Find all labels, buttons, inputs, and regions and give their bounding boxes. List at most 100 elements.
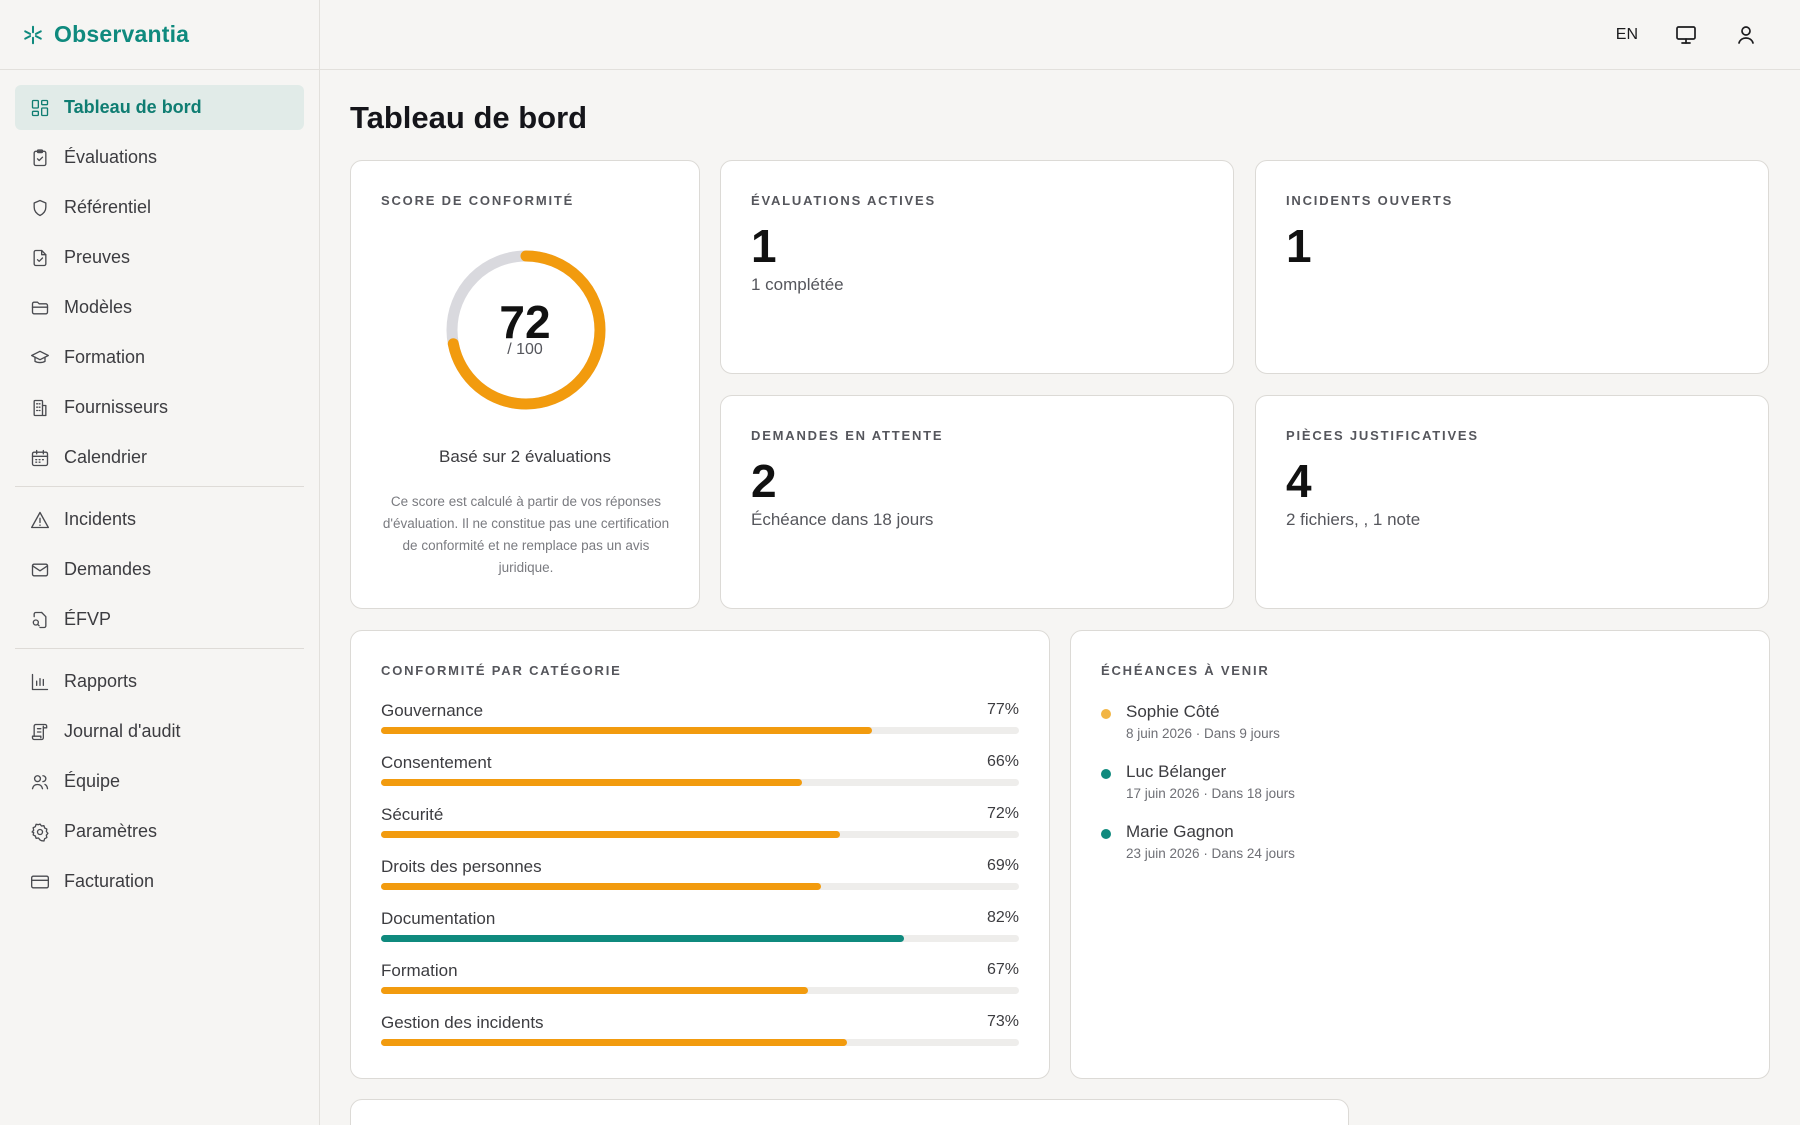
sidebar-item[interactable]: Tableau de bord — [15, 85, 304, 130]
compliance-score-card: SCORE DE CONFORMITÉ 72 / 100 Basé sur 2 … — [350, 160, 700, 609]
sidebar-item[interactable]: Facturation — [15, 859, 304, 904]
evidence-pieces-card[interactable]: PIÈCES JUSTIFICATIVES 4 2 fichiers, , 1 … — [1255, 395, 1769, 609]
category-name: Sécurité — [381, 805, 444, 824]
sidebar-item-label: Demandes — [64, 559, 152, 579]
shield-icon — [33, 199, 47, 216]
credit-card-icon — [31, 875, 49, 888]
compliance-by-category-card: CONFORMITÉ PAR CATÉGORIE Gouvernance 77% C… — [350, 630, 1050, 1079]
category-bar-fill — [381, 1039, 847, 1046]
warning-icon — [31, 511, 49, 528]
deadline-list: Sophie Côté 8 juin 2026 · Dans 9 jours Luc… — [1101, 701, 1295, 881]
stat-value: 1 — [751, 220, 777, 272]
deadline-name: Sophie Côté — [1126, 702, 1220, 721]
sidebar-item[interactable]: Fournisseurs — [15, 385, 304, 430]
sidebar-item[interactable]: Référentiel — [15, 185, 304, 230]
category-percent: 77% — [986, 701, 1019, 718]
sidebar-item-label: Preuves — [64, 247, 131, 267]
category-list: Gouvernance 77% Consentement 66% Sécurité 72%… — [381, 701, 1019, 1065]
category-bar-track — [381, 1039, 1019, 1046]
brand-logo-icon — [24, 25, 42, 44]
sidebar-item[interactable]: Calendrier — [15, 435, 304, 480]
stat-value: 2 — [751, 455, 777, 507]
category-name: Droits des personnes — [381, 857, 542, 876]
sidebar-item-label: Calendrier — [64, 447, 148, 467]
stat-sub: 1 complétée — [751, 275, 844, 294]
category-percent: 72% — [986, 805, 1019, 822]
sidebar-item[interactable]: ÉFVP — [15, 597, 304, 642]
calendar-icon — [31, 449, 49, 466]
graduation-cap-icon — [31, 350, 49, 363]
sidebar-item-label: Incidents — [64, 509, 137, 529]
card-label: CONFORMITÉ PAR CATÉGORIE — [381, 663, 622, 678]
folder-icon — [31, 301, 49, 314]
open-incidents-card[interactable]: INCIDENTS OUVERTS 1 — [1255, 160, 1769, 374]
sidebar-item[interactable]: Journal d'audit — [15, 709, 304, 754]
category-bar-fill — [381, 779, 803, 786]
category-row: Gestion des incidents 73% — [381, 1013, 1019, 1065]
sidebar-item-label: Formation — [64, 347, 146, 367]
category-name: Gouvernance — [381, 701, 484, 720]
sidebar-item-label: Fournisseurs — [64, 397, 169, 417]
upcoming-deadlines-card: ÉCHÉANCES À VENIR Sophie Côté 8 juin 2026… — [1070, 630, 1770, 1079]
deadline-item[interactable]: Luc Bélanger 17 juin 2026 · Dans 18 jours — [1101, 761, 1295, 821]
scroll-icon — [31, 723, 48, 740]
deadline-name: Marie Gagnon — [1126, 822, 1234, 841]
stat-sub: 2 fichiers, , 1 note — [1286, 510, 1421, 529]
topbar: EN — [320, 0, 1800, 70]
sidebar-item-label: Paramètres — [64, 821, 158, 841]
deadline-meta: 17 juin 2026 · Dans 18 jours — [1126, 786, 1295, 801]
sidebar-item-label: Journal d'audit — [64, 721, 181, 741]
dashboard-icon — [31, 99, 49, 116]
stat-value: 1 — [1286, 220, 1312, 272]
category-row: Droits des personnes 69% — [381, 857, 1019, 909]
language-switch[interactable]: EN — [1615, 26, 1638, 43]
stat-sub: Échéance dans 18 jours — [751, 510, 934, 529]
sidebar-divider — [15, 486, 304, 487]
deadline-item[interactable]: Marie Gagnon 23 juin 2026 · Dans 24 jours — [1101, 821, 1295, 881]
sidebar-item[interactable]: Évaluations — [15, 135, 304, 180]
score-ring-fill — [446, 250, 606, 410]
sidebar-item[interactable]: Incidents — [15, 497, 304, 542]
sidebar-item-label: Évaluations — [64, 147, 158, 167]
page-title: Tableau de bord — [350, 100, 588, 135]
brand-name: Observantia — [54, 21, 190, 47]
category-bar-fill — [381, 831, 841, 838]
pending-requests-card[interactable]: DEMANDES EN ATTENTE 2 Échéance dans 18 j… — [720, 395, 1234, 609]
status-dot — [1101, 829, 1111, 839]
sidebar-item-label: Facturation — [64, 871, 155, 891]
sidebar-item[interactable]: Modèles — [15, 285, 304, 330]
category-row: Documentation 82% — [381, 909, 1019, 961]
deadline-meta: 8 juin 2026 · Dans 9 jours — [1126, 726, 1280, 741]
category-row: Sécurité 72% — [381, 805, 1019, 857]
sidebar-item-label: Équipe — [64, 771, 121, 791]
sidebar-item-label: ÉFVP — [64, 609, 112, 629]
bar-chart-icon — [31, 673, 49, 690]
brand[interactable]: Observantia — [0, 0, 319, 70]
sidebar-item[interactable]: Rapports — [15, 659, 304, 704]
sidebar-item[interactable]: Demandes — [15, 547, 304, 592]
clipboard-icon — [33, 148, 47, 166]
category-percent: 67% — [986, 961, 1019, 978]
status-dot — [1101, 709, 1111, 719]
category-bar-track — [381, 727, 1019, 734]
category-row: Formation 67% — [381, 961, 1019, 1013]
sidebar-item[interactable]: Paramètres — [15, 809, 304, 854]
sidebar-nav: Tableau de bord Évaluations Référentiel Pre… — [0, 70, 319, 904]
deadline-meta: 23 juin 2026 · Dans 24 jours — [1126, 846, 1295, 861]
file-check-icon — [33, 249, 47, 266]
category-bar-fill — [381, 987, 809, 994]
monitor-icon[interactable] — [1674, 23, 1698, 47]
score-max: / 100 — [507, 341, 543, 358]
sidebar-item[interactable]: Preuves — [15, 235, 304, 280]
sidebar-item-label: Référentiel — [64, 197, 152, 217]
sidebar-item[interactable]: Équipe — [15, 759, 304, 804]
active-evaluations-card[interactable]: ÉVALUATIONS ACTIVES 1 1 complétée — [720, 160, 1234, 374]
category-bar-track — [381, 779, 1019, 786]
sidebar-item[interactable]: Formation — [15, 335, 304, 380]
stat-value: 4 — [1286, 455, 1312, 507]
card-label: ÉVALUATIONS ACTIVES — [751, 193, 936, 208]
card-label: PIÈCES JUSTIFICATIVES — [1286, 428, 1479, 443]
category-name: Formation — [381, 961, 458, 980]
deadline-item[interactable]: Sophie Côté 8 juin 2026 · Dans 9 jours — [1101, 701, 1295, 761]
user-icon[interactable] — [1734, 23, 1758, 47]
